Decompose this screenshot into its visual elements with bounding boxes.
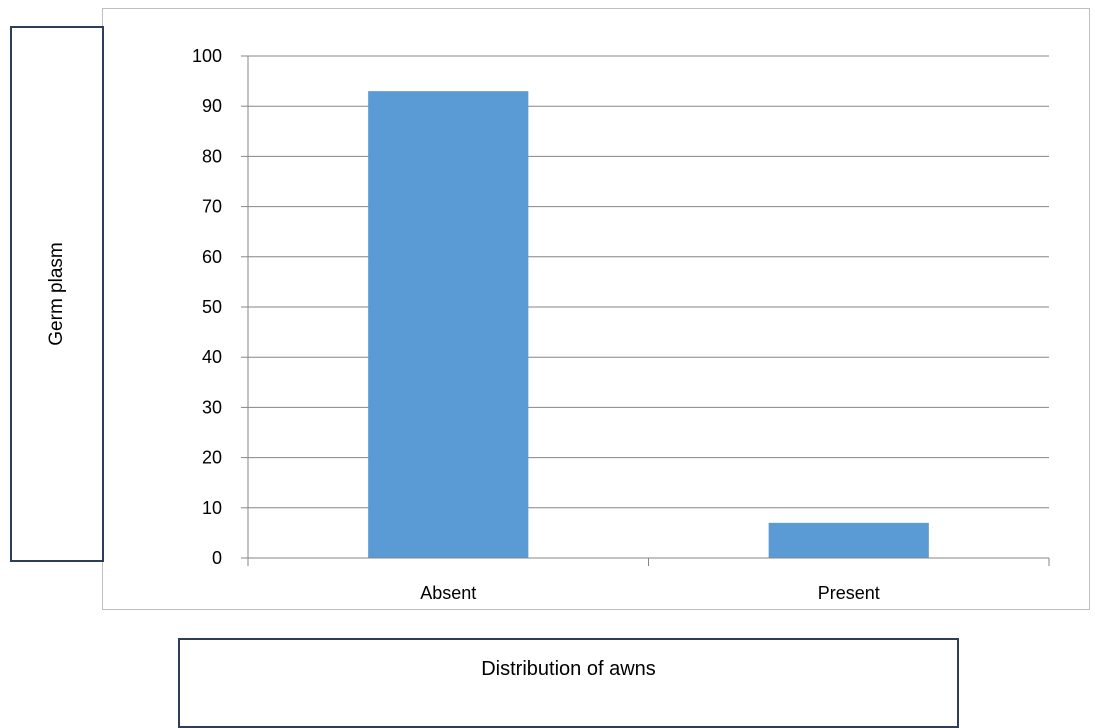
y-tick-label: 30 <box>202 397 222 417</box>
y-tick-label: 20 <box>202 448 222 468</box>
x-tick-label: Present <box>818 583 880 603</box>
y-axis-title-box: Germ plasm <box>10 26 104 562</box>
axes <box>241 55 1050 566</box>
y-axis-title: Germ plasm <box>46 242 67 346</box>
y-tick-label: 90 <box>202 96 222 116</box>
x-axis-title-box: Distribution of awns <box>178 638 959 728</box>
y-tick-label: 10 <box>202 498 222 518</box>
x-tick-label: Absent <box>420 583 476 603</box>
x-axis-title: Distribution of awns <box>481 658 656 680</box>
bars <box>368 91 929 558</box>
y-tick-label: 80 <box>202 146 222 166</box>
tick-labels: 0 10 20 30 40 50 60 70 80 90 100 Absent Present <box>192 46 880 603</box>
y-tick-label: 100 <box>192 46 222 66</box>
y-tick-label: 60 <box>202 247 222 267</box>
y-tick-label: 0 <box>212 548 222 568</box>
y-tick-label: 70 <box>202 197 222 217</box>
bar-absent <box>368 91 529 558</box>
y-tick-label: 50 <box>202 297 222 317</box>
chart-area <box>102 8 1090 610</box>
bar-present <box>768 522 929 558</box>
y-tick-label: 40 <box>202 347 222 367</box>
